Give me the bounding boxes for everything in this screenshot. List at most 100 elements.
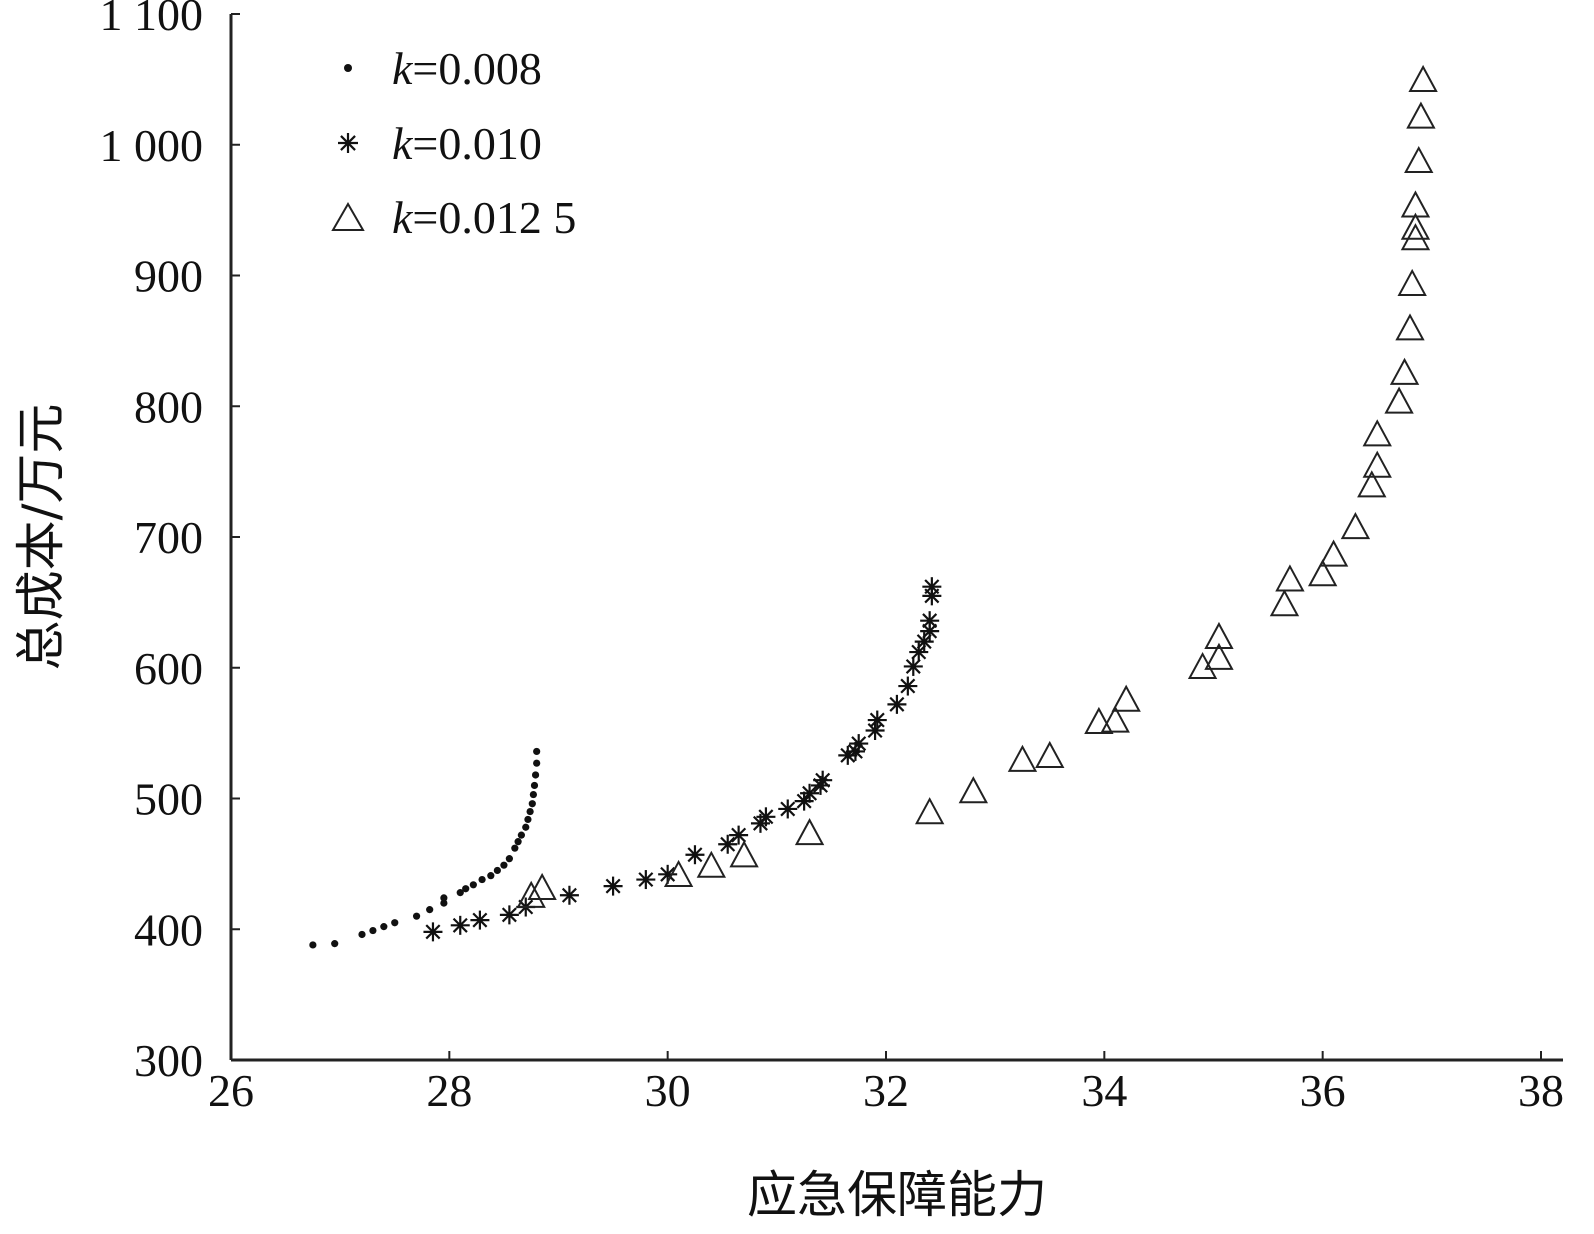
- triangle-point: [1404, 145, 1434, 174]
- star-stroke: [687, 847, 703, 863]
- legend-k: k: [392, 43, 414, 94]
- dot-point: [500, 861, 508, 869]
- dot-point: [391, 919, 399, 927]
- triangle-point: [696, 850, 727, 878]
- triangle-point: [1204, 642, 1234, 670]
- legend: k=0.008 k=0.010 k=0.012 5: [331, 43, 576, 243]
- star-point: [450, 915, 470, 935]
- triangle-point: [1035, 740, 1065, 768]
- triangle-point: [1400, 190, 1431, 218]
- star-stroke: [501, 907, 517, 923]
- dot-point: [380, 923, 388, 931]
- star-stroke: [867, 723, 883, 739]
- star-point: [470, 910, 490, 930]
- dot-point: [440, 894, 448, 902]
- legend-dot-marker: [344, 64, 352, 72]
- star-point: [778, 799, 798, 819]
- dot-point: [505, 855, 513, 863]
- star-point: [909, 642, 929, 662]
- series-star: [423, 577, 942, 942]
- triangle-point: [1395, 313, 1425, 341]
- dot-point: [533, 759, 541, 767]
- star-stroke: [605, 878, 621, 894]
- star-point: [559, 885, 579, 905]
- dot-point: [529, 790, 537, 799]
- legend-value: =0.008: [412, 43, 541, 94]
- legend-label: k=0.012 5: [392, 192, 576, 243]
- star-stroke: [900, 678, 916, 694]
- star-stroke: [425, 924, 441, 940]
- dot-point: [526, 807, 534, 816]
- triangle-point: [1318, 539, 1349, 567]
- triangle-point: [1362, 450, 1392, 478]
- triangle-point: [1362, 419, 1392, 447]
- triangle-point: [1408, 64, 1438, 92]
- star-point: [920, 611, 940, 631]
- star-point: [849, 734, 869, 754]
- dot-point: [331, 940, 339, 948]
- star-point: [499, 905, 519, 925]
- triangle-point: [516, 880, 546, 908]
- star-point: [636, 870, 656, 890]
- star-stroke: [472, 912, 488, 928]
- star-point: [903, 656, 923, 676]
- star-stroke: [758, 809, 774, 825]
- star-stroke: [638, 872, 654, 888]
- triangle-point: [527, 872, 557, 901]
- y-tick-label: 1 000: [100, 120, 204, 171]
- triangle-point: [1340, 512, 1371, 540]
- triangle-point: [1111, 684, 1141, 712]
- star-point: [800, 783, 820, 803]
- star-point: [338, 133, 358, 153]
- y-tick-label: 1 100: [100, 0, 204, 40]
- triangle-point: [1275, 564, 1305, 592]
- star-stroke: [869, 712, 885, 728]
- legend-item-dot: k=0.008: [344, 43, 542, 94]
- star-stroke: [720, 836, 736, 852]
- dot-point: [487, 872, 495, 880]
- star-stroke: [780, 801, 796, 817]
- star-point: [898, 676, 918, 696]
- triangle-point: [1100, 705, 1130, 733]
- star-point: [718, 834, 738, 854]
- star-stroke: [889, 696, 905, 712]
- triangle-point: [1269, 589, 1300, 617]
- triangle-point: [958, 776, 989, 804]
- star-stroke: [905, 658, 921, 674]
- star-point: [603, 876, 623, 896]
- star-stroke: [731, 827, 747, 843]
- y-axis-title: 总成本/万元: [12, 404, 70, 671]
- x-axis-ticks: 26 28 30 32 34 36 38: [208, 1051, 1564, 1116]
- star-stroke: [847, 743, 863, 759]
- series-layer: [309, 64, 1438, 949]
- triangle-point: [1357, 470, 1387, 498]
- series-dot: [309, 747, 541, 949]
- x-tick-label: 36: [1300, 1065, 1346, 1116]
- dot-point: [511, 844, 519, 852]
- dot-point: [530, 781, 539, 790]
- star-point: [922, 577, 942, 597]
- dot-point: [493, 866, 501, 875]
- triangle-point: [1007, 744, 1038, 772]
- y-axis-ticks: 300 400 500 600 700 800 900 1 000 1 100: [100, 0, 240, 1086]
- legend-k: k: [392, 192, 414, 243]
- triangle-point: [1400, 223, 1431, 251]
- triangle-point: [729, 840, 759, 868]
- dot-point: [369, 926, 377, 935]
- triangle-point: [914, 797, 945, 825]
- dot-point: [412, 912, 421, 920]
- legend-label: k=0.010: [392, 118, 542, 169]
- star-stroke: [815, 772, 831, 788]
- triangle-point: [1204, 621, 1234, 649]
- star-stroke: [452, 917, 468, 933]
- dot-point: [522, 823, 530, 831]
- dot-point: [358, 930, 366, 939]
- legend-star-marker: [338, 133, 358, 153]
- triangle-point: [1400, 212, 1431, 240]
- triangle-point: [1384, 386, 1414, 414]
- y-tick-label: 700: [134, 512, 203, 563]
- star-point: [887, 694, 907, 714]
- triangle-point: [663, 859, 694, 887]
- triangle-point: [1389, 357, 1420, 385]
